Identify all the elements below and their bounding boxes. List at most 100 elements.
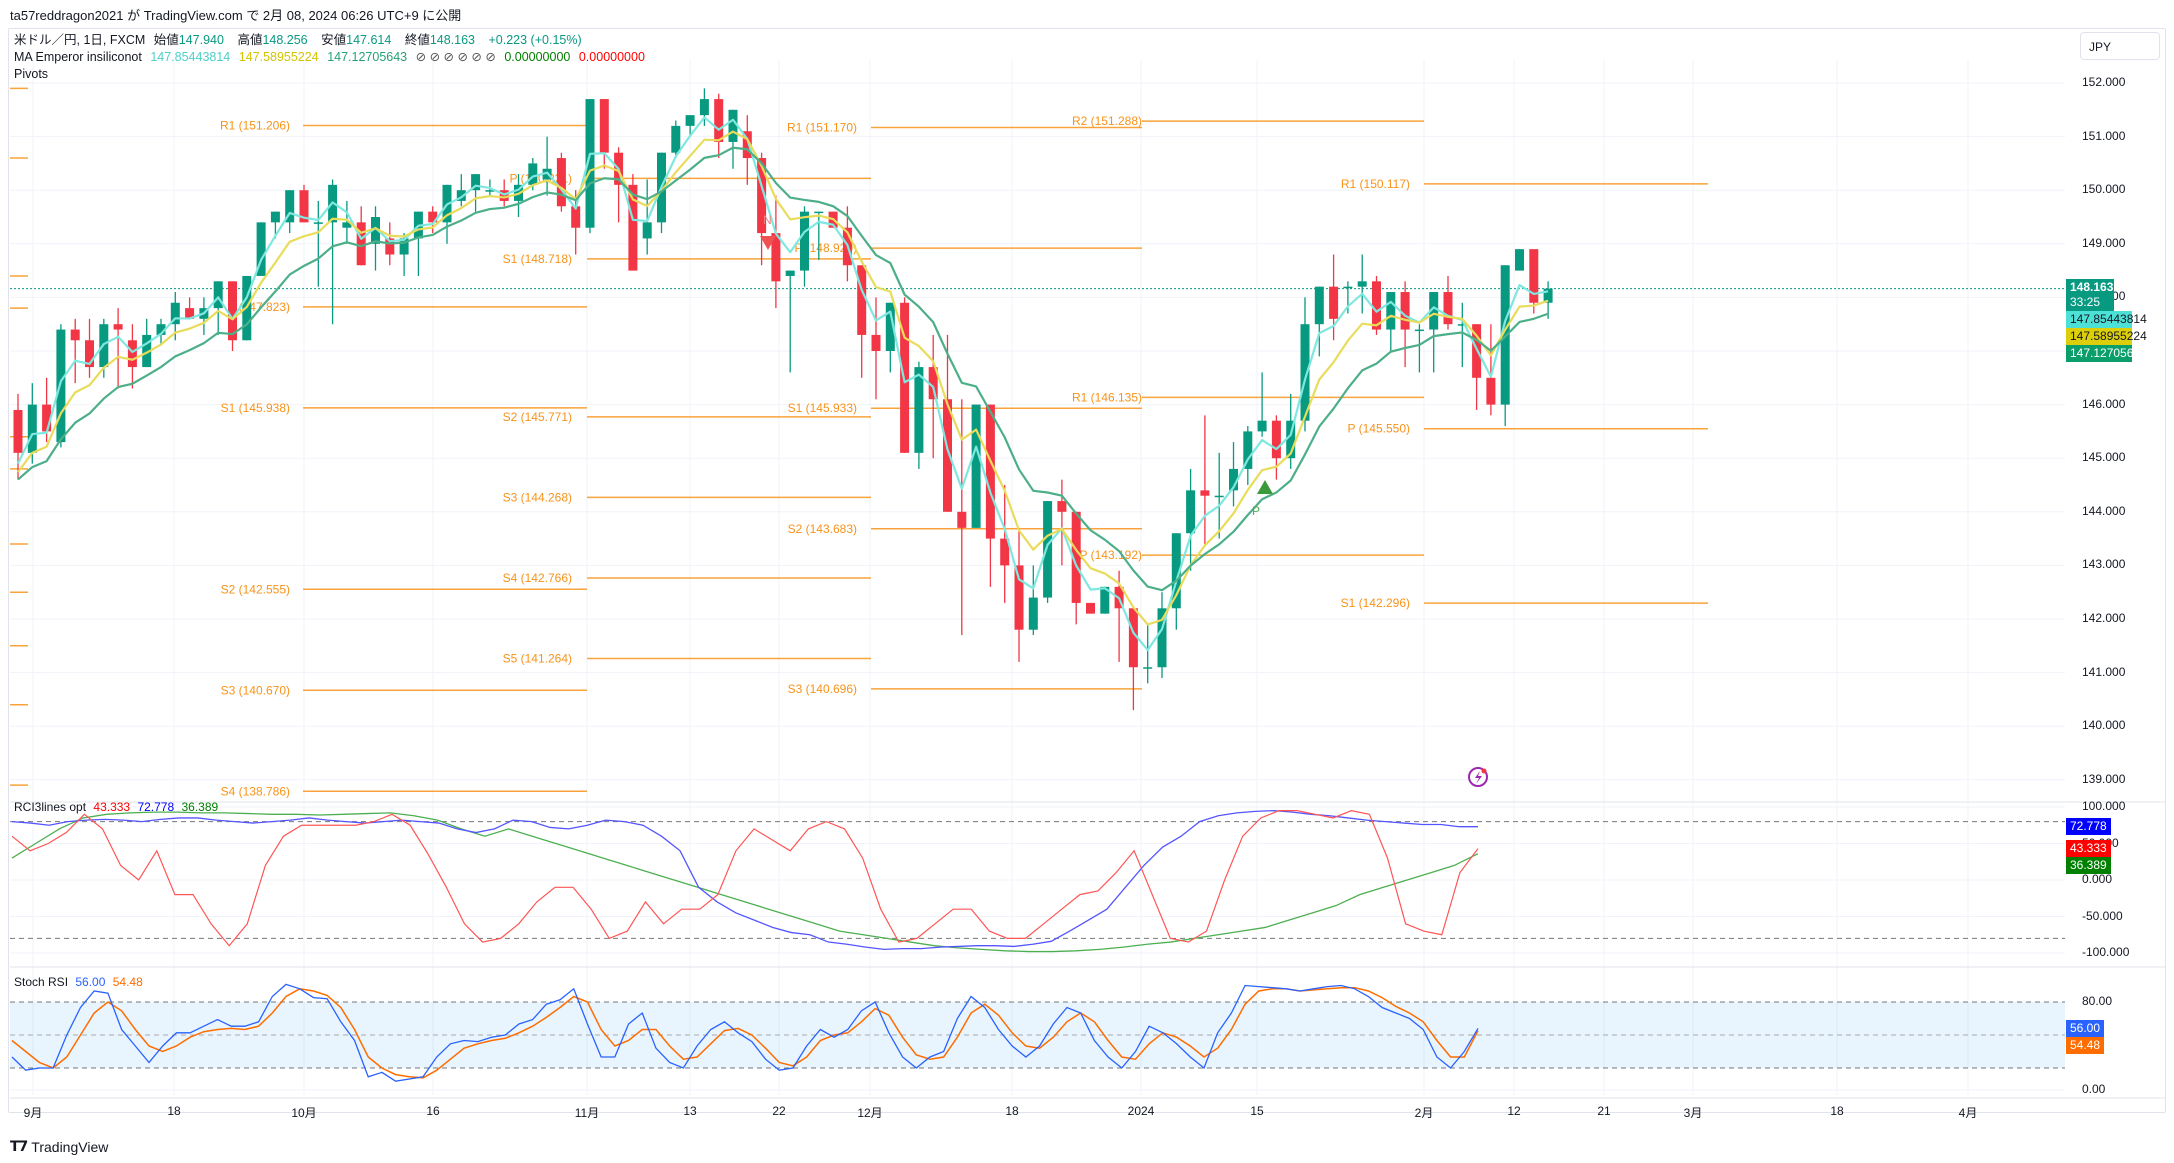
price-axis-label: 152.000: [2082, 75, 2126, 89]
stoch-d-value: 54.48: [112, 975, 143, 989]
time-axis-label: 13: [683, 1104, 697, 1118]
pivot-label: S1 (145.933): [788, 401, 857, 415]
pivot-label: S5 (141.264): [503, 651, 572, 665]
ma-indicator-name[interactable]: MA Emperor insiliconot: [14, 50, 142, 64]
rci-axis-label: 0.000: [2082, 872, 2113, 886]
price-axis-label: 141.000: [2082, 664, 2126, 679]
alert-lightning-icon[interactable]: [1468, 767, 1488, 787]
stoch-d-line: [11, 986, 1479, 1079]
last-price: 148.163: [2070, 280, 2114, 294]
time-axis-label: 22: [772, 1104, 786, 1118]
candle: [800, 211, 809, 271]
candle: [170, 302, 180, 325]
candle: [127, 340, 137, 368]
candle: [1000, 538, 1010, 566]
candle: [728, 109, 738, 142]
candle: [56, 329, 66, 443]
candle: [1043, 501, 1053, 598]
rci-long-tag: 36.389: [2066, 857, 2111, 874]
time-axis-label: 10月: [291, 1106, 317, 1120]
candle: [1086, 602, 1095, 614]
rci-long-line: [11, 811, 1479, 953]
stoch-legend[interactable]: Stoch RSI 56.00 54.48: [14, 975, 143, 989]
candle: [270, 211, 280, 223]
candle: [785, 270, 795, 276]
pivot-label: S3 (144.268): [503, 490, 572, 504]
candle: [757, 158, 767, 234]
pivot-label: R1 (151.170): [787, 120, 857, 134]
rci-short-tag: 43.333: [2066, 840, 2111, 857]
pivot-label: R1 (151.206): [220, 119, 290, 133]
ma4-value: 0.00000000: [504, 50, 571, 64]
time-axis-label: 16: [426, 1104, 440, 1118]
price-axis-label: 143.000: [2082, 557, 2126, 572]
ma1-value: 147.85443814: [150, 50, 231, 64]
ma-indicator-row[interactable]: MA Emperor insiliconot 147.85443814 147.…: [14, 49, 650, 66]
currency-button[interactable]: JPY: [2080, 32, 2160, 60]
time-axis-label: 18: [1005, 1104, 1019, 1118]
time-axis-label: 4月: [1958, 1106, 1978, 1120]
candle: [642, 222, 652, 239]
pivot-label: S3 (140.696): [788, 682, 857, 696]
stoch-k-tag: 56.00: [2066, 1020, 2105, 1037]
candle: [742, 131, 752, 159]
candle: [42, 404, 52, 432]
symbol-row: 米ドル／円, 1日, FXCM 始値147.940 高値148.256 安値14…: [14, 32, 650, 49]
candle: [957, 511, 967, 528]
open-value: 147.940: [178, 33, 224, 47]
candle: [13, 409, 23, 453]
candle: [313, 222, 323, 224]
candle: [27, 404, 37, 453]
candle: [871, 334, 881, 351]
candle: [228, 281, 237, 341]
rci-name[interactable]: RCI3lines opt: [14, 800, 87, 814]
candle: [471, 174, 481, 191]
candle: [1329, 286, 1339, 319]
candle: [1357, 281, 1367, 287]
time-axis-label: 15: [1250, 1104, 1264, 1118]
stoch-axis-label: 0.00: [2082, 1082, 2106, 1096]
high-value: 148.256: [262, 33, 308, 47]
bar-countdown: 33:25: [2070, 295, 2101, 309]
chart-frame: [8, 28, 2166, 1113]
pivots-indicator-name[interactable]: Pivots: [14, 67, 49, 81]
stoch-name[interactable]: Stoch RSI: [14, 975, 69, 989]
stoch-k-value: 56.00: [75, 975, 106, 989]
price-axis-label: 146.000: [2082, 396, 2126, 411]
ma1-price-tag: 147.85443814: [2066, 311, 2147, 328]
candle: [1286, 420, 1296, 459]
candle: [1314, 286, 1324, 325]
ma2-price-tag: 147.58955224: [2066, 328, 2147, 345]
candle: [156, 324, 166, 335]
high-label: 高値: [237, 33, 263, 47]
time-axis-label: 12: [1507, 1104, 1521, 1118]
pivot-label: R1 (146.135): [1072, 390, 1142, 404]
buy-signal-label: P: [1252, 504, 1260, 518]
candle: [356, 222, 366, 266]
candle: [1400, 292, 1410, 330]
time-axis-label: 2024: [1127, 1104, 1155, 1118]
candle: [571, 206, 581, 228]
time-axis-label: 18: [1830, 1104, 1844, 1118]
candle: [70, 329, 80, 341]
rci-axis-label: -50.000: [2082, 908, 2123, 923]
pivots-indicator-row[interactable]: Pivots: [14, 66, 650, 83]
candle: [971, 404, 981, 528]
price-axis-label: 139.000: [2082, 771, 2126, 786]
footer-brand: TradingView: [31, 1138, 109, 1155]
candle: [628, 184, 638, 271]
candle: [1014, 565, 1024, 630]
publish-info: ta57reddragon2021 が TradingView.com で 2月…: [10, 8, 462, 23]
candle: [1500, 265, 1510, 405]
price-axis-label: 149.000: [2082, 235, 2126, 250]
candle: [371, 217, 380, 244]
candle: [1457, 324, 1467, 326]
symbol-name[interactable]: 米ドル／円, 1日, FXCM: [14, 33, 146, 47]
candle: [556, 158, 566, 207]
candle: [1529, 249, 1539, 303]
candle: [585, 99, 595, 228]
candle: [113, 324, 123, 330]
rci-legend[interactable]: RCI3lines opt 43.333 72.778 36.389: [14, 800, 218, 814]
ma2-value: 147.58955224: [238, 50, 319, 64]
